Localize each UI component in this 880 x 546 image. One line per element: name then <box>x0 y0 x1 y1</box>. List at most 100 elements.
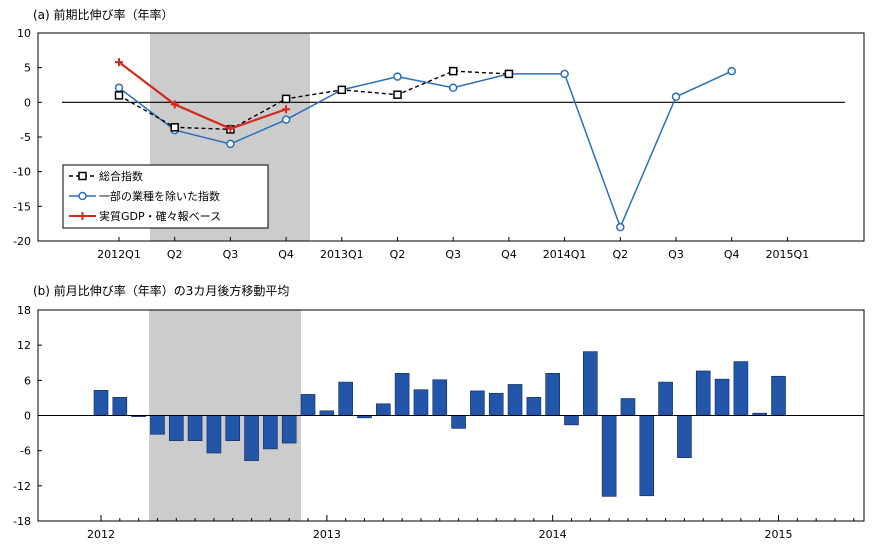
data-point-excluding <box>616 222 625 232</box>
data-point-excluding <box>226 139 235 149</box>
bar <box>263 415 278 450</box>
data-point-gdp <box>226 124 235 133</box>
bar <box>225 415 241 442</box>
panel-a-xtick-label: Q4 <box>501 248 517 261</box>
bar <box>695 370 711 416</box>
panel-b-xtick-label: 2015 <box>765 528 793 541</box>
bar <box>375 403 391 416</box>
panel-a: (a) 前期比伸び率（年率） 10 5 0 -5 -10 -15 -20 2012Q1 Q2 Q… <box>13 7 865 261</box>
data-point-excluding <box>114 83 124 93</box>
bar <box>319 410 335 416</box>
panel-b-ytick-label: 6 <box>24 374 31 387</box>
bar <box>507 384 523 416</box>
bar <box>733 361 749 416</box>
data-point-composite <box>281 94 291 104</box>
panel-b-ytick-label: -18 <box>13 515 31 528</box>
data-point-composite <box>337 85 347 95</box>
panel-b-ytick-label: 0 <box>24 410 31 423</box>
bar <box>300 394 316 416</box>
data-point-excluding <box>560 69 569 79</box>
bar <box>244 415 259 461</box>
data-point-composite <box>114 91 124 100</box>
bar <box>394 372 410 416</box>
data-point-composite <box>448 66 458 76</box>
panel-a-xtick-label: 2012Q1 <box>97 248 141 261</box>
panel-b-frame <box>37 309 865 522</box>
bar <box>526 397 542 416</box>
panel-b-bars <box>93 351 786 497</box>
legend-label-gdp: 実質GDP・確々報ベース <box>99 209 221 223</box>
legend-label-excluding: 一部の業種を除いた指数 <box>99 189 220 203</box>
data-point-excluding <box>727 66 736 76</box>
panel-b-x-axis: 2012 2013 2014 2015 <box>87 515 855 541</box>
bar <box>168 415 184 442</box>
bar <box>187 415 203 442</box>
bar <box>714 378 730 416</box>
bar <box>281 415 297 444</box>
legend-label-composite: 総合指数 <box>99 169 143 183</box>
bar <box>601 415 617 497</box>
bar <box>658 381 673 416</box>
panel-a-xtick-label: 2015Q1 <box>766 248 810 261</box>
panel-a-xtick-label: Q4 <box>724 248 740 261</box>
panel-a-xtick-label: Q3 <box>445 248 461 261</box>
panel-a-xtick-label: Q2 <box>390 248 406 261</box>
panel-a-xtick-label: Q4 <box>278 248 294 261</box>
bar <box>564 415 579 426</box>
panel-a-xtick-label: Q2 <box>612 248 628 261</box>
bar <box>583 351 598 416</box>
panel-b-ytick-label: -12 <box>13 480 31 493</box>
bar <box>771 375 786 416</box>
bar <box>677 415 692 459</box>
bar <box>639 415 655 497</box>
panel-b-xtick-label: 2014 <box>539 528 567 541</box>
legend: 総合指数 一部の業種を除いた指数 実質GDP・確々報ベース <box>62 164 269 229</box>
legend-item-excluding: 一部の業種を除いた指数 <box>69 189 220 203</box>
panel-b: (b) 前月比伸び率（年率）の3カ月後方移動平均 181260-6-12-18 … <box>13 283 865 541</box>
panel-b-ytick-label: 12 <box>17 339 31 352</box>
data-point-excluding <box>448 83 458 93</box>
data-point-composite <box>504 69 514 79</box>
panel-a-ytick-label: 0 <box>24 96 31 109</box>
data-point-gdp <box>282 105 291 114</box>
panel-a-xtick-label: 2013Q1 <box>320 248 364 261</box>
bar <box>432 379 448 416</box>
data-point-gdp <box>115 58 123 67</box>
bar <box>620 398 636 416</box>
panel-b-ytick-label: -6 <box>20 445 31 458</box>
panel-a-series <box>114 58 736 232</box>
series-line-gdp <box>118 61 287 130</box>
panel-a-ytick-label: -15 <box>13 200 31 213</box>
panel-a-ytick-label: 10 <box>17 27 31 40</box>
panel-a-ytick-label: 5 <box>24 62 31 75</box>
panel-a-ytick-label: -10 <box>13 166 31 179</box>
panel-a-xtick-label: Q2 <box>167 248 183 261</box>
bar <box>93 389 109 416</box>
panel-b-ytick-label: 18 <box>17 304 31 317</box>
panel-a-xtick-label: Q3 <box>668 248 684 261</box>
panel-a-xtick-label: 2014Q1 <box>543 248 587 261</box>
panel-a-ytick-label: -5 <box>20 131 31 144</box>
panel-a-frame <box>37 32 865 242</box>
bar <box>545 372 560 416</box>
bar <box>413 389 429 416</box>
data-point-excluding <box>671 92 681 102</box>
panel-b-xtick-label: 2013 <box>313 528 341 541</box>
legend-item-gdp: 実質GDP・確々報ベース <box>69 209 221 223</box>
bar <box>451 415 466 429</box>
panel-b-title: (b) 前月比伸び率（年率）の3カ月後方移動平均 <box>33 283 289 298</box>
data-point-gdp <box>170 100 179 109</box>
panel-b-xtick-label: 2012 <box>87 528 115 541</box>
bar <box>206 415 222 454</box>
panel-a-xtick-label: Q3 <box>223 248 239 261</box>
data-point-composite <box>393 90 402 99</box>
data-point-excluding <box>281 115 291 124</box>
bar <box>488 392 504 416</box>
data-point-excluding <box>393 72 402 81</box>
series-line-excluding <box>118 70 733 230</box>
panel-a-x-axis: 2012Q1 Q2 Q3 Q4 2013Q1 Q2 Q3 Q4 2014Q1 Q2 Q3 Q4 2015… <box>97 237 809 261</box>
series-line-composite <box>118 70 509 131</box>
panel-a-title: (a) 前期比伸び率（年率） <box>33 7 174 22</box>
bar <box>150 415 165 435</box>
